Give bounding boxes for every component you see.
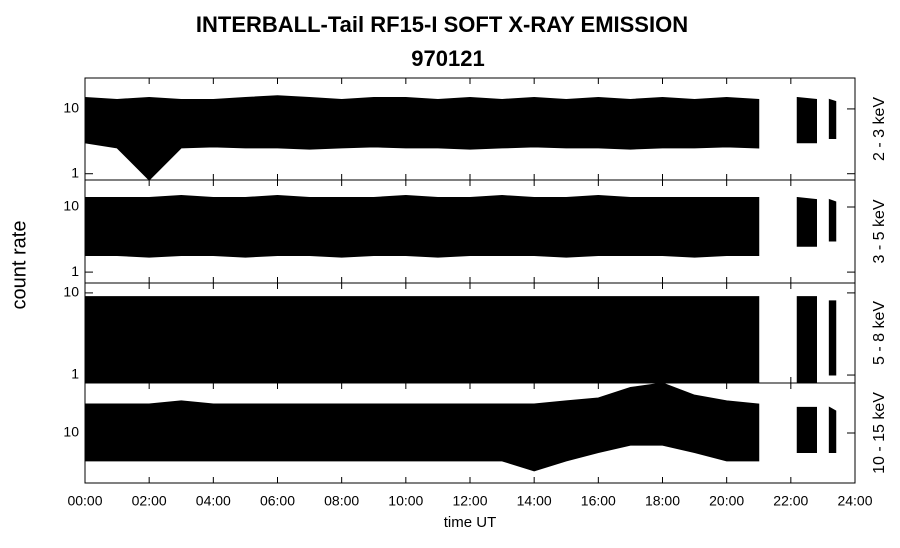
x-tick-label: 14:00 bbox=[517, 493, 552, 509]
x-tick-label: 10:00 bbox=[388, 493, 423, 509]
x-axis-label: time UT bbox=[444, 514, 497, 531]
chart-title: INTERBALL-Tail RF15-I SOFT X-RAY EMISSIO… bbox=[196, 12, 688, 37]
x-tick-label: 04:00 bbox=[196, 493, 231, 509]
range-band bbox=[84, 296, 760, 384]
range-band bbox=[828, 198, 837, 242]
range-band bbox=[796, 96, 817, 144]
panel-label: 10 - 15 keV bbox=[871, 392, 888, 474]
range-band bbox=[828, 300, 837, 376]
range-band bbox=[796, 406, 817, 453]
y-tick-label: 10 bbox=[63, 100, 79, 116]
x-tick-label: 20:00 bbox=[709, 493, 744, 509]
x-tick-label: 18:00 bbox=[645, 493, 680, 509]
y-tick-label: 1 bbox=[71, 164, 79, 180]
y-tick-label: 10 bbox=[63, 424, 79, 440]
x-tick-label: 00:00 bbox=[67, 493, 102, 509]
x-tick-label: 02:00 bbox=[132, 493, 167, 509]
y-tick-label: 1 bbox=[71, 366, 79, 382]
range-band bbox=[84, 95, 760, 181]
panel-label: 2 - 3 keV bbox=[871, 97, 888, 161]
panel-label: 3 - 5 keV bbox=[871, 199, 888, 263]
range-band bbox=[796, 296, 817, 384]
x-tick-label: 16:00 bbox=[581, 493, 616, 509]
x-tick-label: 08:00 bbox=[324, 493, 359, 509]
range-band bbox=[828, 406, 837, 453]
chart-subtitle: 970121 bbox=[411, 46, 484, 71]
y-tick-label: 10 bbox=[63, 284, 79, 300]
y-tick-label: 1 bbox=[71, 263, 79, 279]
panel-label: 5 - 8 keV bbox=[871, 301, 888, 365]
range-band bbox=[84, 382, 760, 472]
range-band bbox=[828, 98, 837, 139]
y-tick-label: 10 bbox=[63, 198, 79, 214]
x-tick-label: 12:00 bbox=[452, 493, 487, 509]
range-band bbox=[796, 196, 817, 247]
x-tick-label: 06:00 bbox=[260, 493, 295, 509]
y-axis-label: count rate bbox=[8, 221, 30, 310]
x-tick-label: 22:00 bbox=[773, 493, 808, 509]
range-band bbox=[84, 195, 760, 258]
x-tick-label: 24:00 bbox=[837, 493, 872, 509]
